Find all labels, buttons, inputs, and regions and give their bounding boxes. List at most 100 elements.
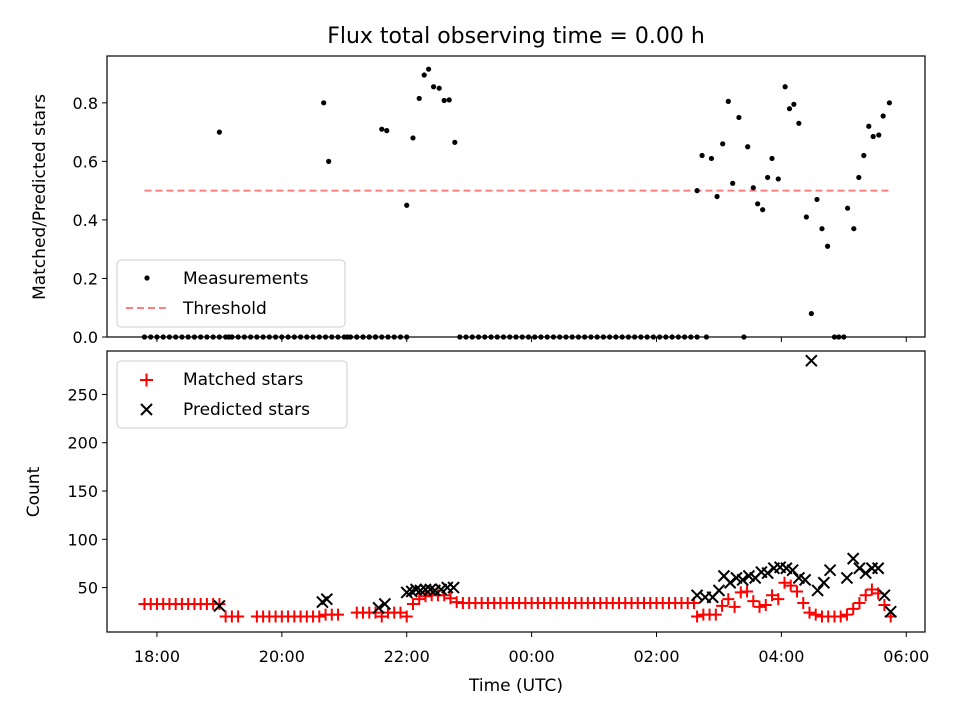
predicted-star-point (409, 583, 423, 596)
top-legend: Measurements Threshold (116, 259, 346, 328)
bottom-axes-frame (106, 350, 926, 633)
predicted-star-point (798, 573, 812, 587)
measurement-point (720, 141, 726, 147)
matched-star-point (400, 610, 413, 623)
bottom-x-tick-label: 06:00 (883, 647, 929, 666)
legend-matched-label: Matched stars (183, 370, 303, 390)
measurement-point (844, 205, 851, 211)
measurement-point (808, 310, 814, 317)
bottom-x-tick-label: 18:00 (134, 647, 180, 666)
measurement-point (736, 114, 742, 121)
measurement-point (870, 133, 876, 140)
top-y-axis-label: Matched/Predicted stars (30, 94, 50, 300)
bottom-y-axis-label: Count (24, 466, 44, 517)
top-legend-box (116, 259, 346, 328)
matched-star-point (709, 608, 722, 621)
predicted-star-point (378, 597, 392, 611)
measurement-point (866, 123, 872, 129)
measurement-point (791, 101, 797, 107)
measurement-point (782, 84, 788, 90)
measurement-point (856, 174, 862, 181)
matched-star-point (772, 593, 785, 606)
measurement-point (730, 180, 736, 186)
measurement-point (425, 66, 432, 72)
measurement-point (321, 100, 327, 106)
predicted-star-point (424, 583, 437, 596)
predicted-star-point (723, 576, 737, 589)
measurement-point (725, 98, 731, 104)
measurement-point (769, 155, 775, 162)
measurement-point (760, 207, 766, 213)
measurement-point (803, 214, 809, 220)
predicted-star-point (811, 584, 824, 597)
legend-threshold-label: Threshold (182, 299, 267, 319)
predicted-star-point (817, 576, 831, 589)
matched-star-point (332, 608, 345, 621)
measurement-point (814, 196, 820, 203)
matched-star-point (369, 606, 382, 619)
measurement-point (755, 201, 761, 207)
matched-star-point (406, 597, 419, 610)
matched-star-point (784, 579, 797, 592)
matched-star-point (375, 610, 388, 623)
measurement-point (436, 85, 442, 91)
bottom-x-tick-label: 02:00 (633, 647, 679, 666)
predicted-star-point (865, 562, 879, 575)
matched-star-point (741, 585, 754, 598)
measurement-point (446, 97, 452, 103)
x-axis-label: Time (UTC) (468, 676, 563, 696)
matched-star-point (797, 597, 810, 610)
predicted-star-point (712, 584, 726, 597)
matched-star-point (790, 585, 803, 598)
matched-star-point (803, 606, 816, 619)
legend-measurements-marker (144, 275, 150, 281)
predicted-star-point (761, 566, 774, 580)
bottom-x-ticks: 18:00 20:00 22:00 00:00 02:00 04:00 06:00 (134, 632, 929, 666)
legend-measurements-label: Measurements (183, 269, 309, 289)
predicted-star-point (853, 562, 866, 575)
measurement-point (886, 100, 893, 106)
measurement-point (384, 128, 390, 134)
measurement-point (851, 226, 857, 232)
legend-predicted-marker (140, 403, 153, 416)
measurement-point (699, 152, 705, 159)
measurement-point (441, 97, 447, 104)
bottom-legend-box (116, 360, 348, 429)
measurement-point (765, 174, 771, 181)
bottom-plot-area (138, 354, 897, 623)
matched-star-point (853, 597, 866, 610)
measurement-point (819, 226, 825, 232)
bottom-y-tick-label: 100 (67, 530, 98, 549)
matched-star-point (759, 598, 772, 611)
matched-star-point (213, 597, 226, 610)
matched-star-point (809, 608, 822, 621)
bottom-panel: 50 100 150 200 250 18:00 20:00 22:00 00:00 02:00… (24, 350, 929, 696)
measurement-point (745, 144, 751, 150)
matched-star-point (778, 576, 791, 589)
predicted-star-point (884, 605, 897, 618)
legend-matched-marker (140, 373, 153, 387)
top-axes-frame (106, 55, 926, 338)
predicted-star-point (840, 571, 854, 585)
matched-star-point (766, 589, 779, 602)
bottom-x-tick-label: 22:00 (384, 647, 430, 666)
predicted-star-point (320, 592, 334, 606)
measurement-point (796, 120, 802, 126)
matched-star-point (444, 592, 457, 605)
matched-star-point (716, 599, 729, 612)
matched-star-point (232, 610, 245, 623)
predicted-star-point (786, 563, 799, 577)
predicted-star-point (690, 589, 704, 602)
chart-title: Flux total observing time = 0.00 h (327, 24, 705, 49)
top-y-ticks: 0.0 0.2 0.4 0.6 0.8 (73, 94, 107, 347)
matched-star-point (394, 606, 407, 619)
predicted-star-point (372, 601, 385, 615)
measurement-point (410, 135, 416, 141)
measurement-point (430, 84, 437, 90)
matched-star-point (878, 598, 891, 611)
top-y-tick-label: 0.8 (73, 94, 98, 113)
measurement-point (216, 129, 222, 135)
bottom-legend: Matched stars Predicted stars (116, 360, 348, 429)
bottom-x-tick-label: 00:00 (509, 647, 555, 666)
predicted-star-point (447, 581, 460, 594)
